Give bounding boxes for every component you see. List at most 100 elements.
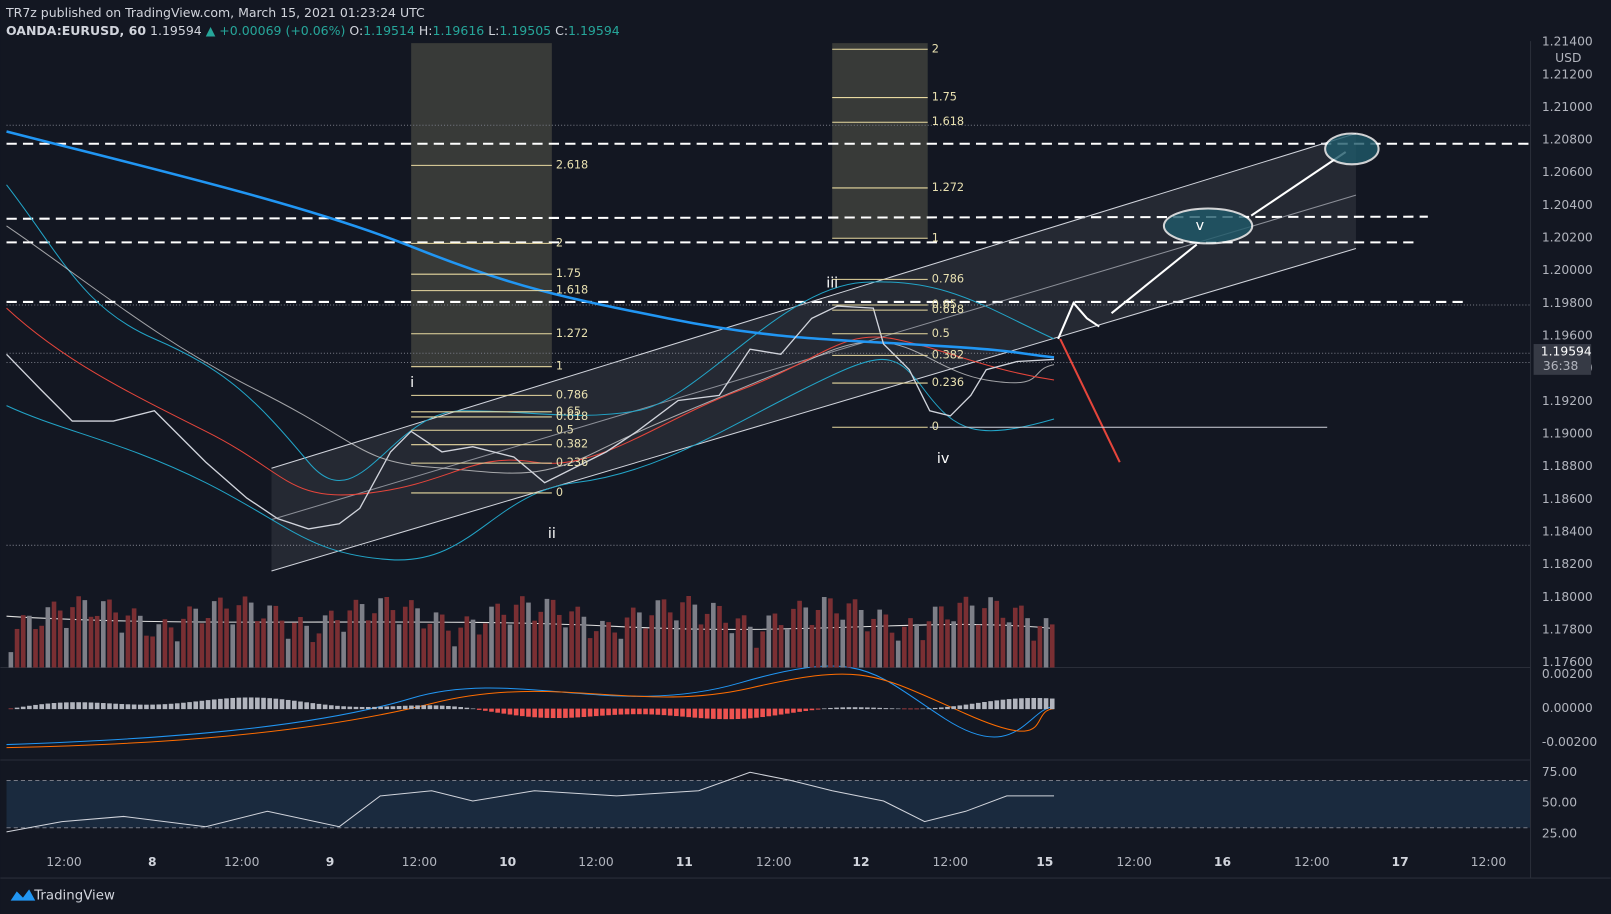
macd-bar [409, 705, 414, 710]
time-label: 11 [676, 855, 693, 869]
macd-bar [101, 703, 106, 710]
macd-bar [945, 706, 950, 710]
volume-bar [754, 647, 759, 668]
macd-bar [932, 707, 938, 710]
macd-bar [908, 708, 913, 710]
macd-bar [421, 705, 427, 710]
volume-bar [563, 627, 568, 668]
fib-label: 0.382 [932, 348, 964, 361]
macd-bar [470, 708, 476, 710]
time-label: 12:00 [756, 855, 792, 869]
time-label: 12:00 [578, 855, 614, 869]
volume-bar [982, 608, 987, 668]
volume-bar [495, 603, 500, 668]
macd-bar [64, 702, 69, 710]
volume-bar [778, 625, 784, 668]
low: 1.19505 [499, 23, 552, 38]
fib-label: 2.618 [556, 158, 588, 171]
macd-bar [273, 698, 279, 710]
macd-bar [88, 702, 94, 710]
macd-bar [310, 703, 316, 710]
volume-bar [501, 614, 507, 668]
volume-bar [711, 602, 716, 668]
volume-bar [273, 605, 279, 668]
macd-bar [8, 708, 14, 710]
wave-label: iv [937, 451, 950, 467]
macd-bar [846, 707, 852, 710]
volume-bar [698, 624, 704, 668]
fib-label: 0 [556, 486, 563, 499]
volume-bar [402, 606, 408, 668]
price-label: 1.18800 [1542, 459, 1593, 473]
volume-bar [908, 618, 913, 668]
volume-bar [384, 596, 390, 668]
macd-line [6, 665, 1055, 746]
volume-bar [113, 612, 118, 668]
macd-bar [821, 708, 827, 710]
volume-bar [236, 605, 242, 668]
volume-bar [883, 614, 889, 668]
volume-bar [945, 619, 950, 668]
macd-bar [347, 706, 353, 710]
fib-label: 0.786 [556, 388, 588, 401]
macd-bar [618, 708, 624, 715]
price-label: 1.17600 [1542, 655, 1593, 669]
price-label: 1.18000 [1542, 590, 1593, 604]
fib-label: 0 [932, 420, 939, 433]
macd-bar [150, 704, 155, 710]
volume-bar [1006, 622, 1012, 668]
volume-bar [661, 599, 667, 668]
macd-bar [982, 701, 987, 710]
macd-bar [248, 697, 254, 710]
currency: USD [1555, 51, 1581, 65]
macd-bar [889, 708, 895, 710]
volume-bar [1012, 607, 1018, 668]
volume-bar [760, 631, 765, 668]
fib-box [411, 43, 552, 368]
volume-bar [538, 611, 544, 668]
volume-bar [581, 616, 587, 668]
macd-bar [464, 707, 470, 710]
macd-bar [667, 708, 673, 716]
macd-bar [1031, 697, 1037, 710]
volume-bar [156, 624, 162, 668]
macd-bar [199, 700, 205, 710]
volume-bar [1049, 624, 1055, 668]
volume-bar [791, 608, 796, 668]
volume-bar [347, 610, 353, 668]
price-label: 1.17800 [1542, 622, 1593, 636]
volume-bar [125, 615, 131, 668]
macd-bar [538, 708, 544, 718]
volume-bar [464, 616, 470, 668]
macd-bar [526, 708, 531, 717]
volume-bar [957, 602, 963, 668]
macd-bar [834, 707, 839, 710]
fib-label: 1.272 [556, 327, 588, 340]
macd-bar [975, 702, 981, 710]
volume-bar [267, 605, 272, 668]
volume-bar [304, 625, 309, 668]
macd-bar [1000, 699, 1006, 710]
macd-bar [556, 708, 562, 719]
macd-bar [951, 706, 956, 710]
symbol: OANDA:EURUSD, 60 [6, 23, 147, 38]
fib-label: 1 [556, 360, 563, 373]
symbol-line: OANDA:EURUSD, 60 1.19594 ▲ +0.00069 (+0.… [6, 22, 620, 40]
publisher: TR7z published on TradingView.com, March… [6, 5, 425, 20]
time-label: 12:00 [46, 855, 82, 869]
volume-bar [951, 621, 956, 668]
price-label: 1.20200 [1542, 231, 1593, 245]
macd-bar [686, 708, 691, 718]
macd-bar [402, 705, 408, 710]
axis-label: 0.00000 [1542, 701, 1593, 715]
volume-bar [612, 632, 618, 668]
last-price: 1.19594 [150, 23, 202, 38]
down-arrow [1059, 338, 1121, 463]
fib-label: 1 [932, 231, 939, 244]
volume-bar [452, 646, 457, 668]
macd-bar [168, 703, 174, 710]
volume-bar [14, 628, 20, 668]
macd-bar [815, 708, 821, 710]
macd-bar [957, 705, 963, 710]
